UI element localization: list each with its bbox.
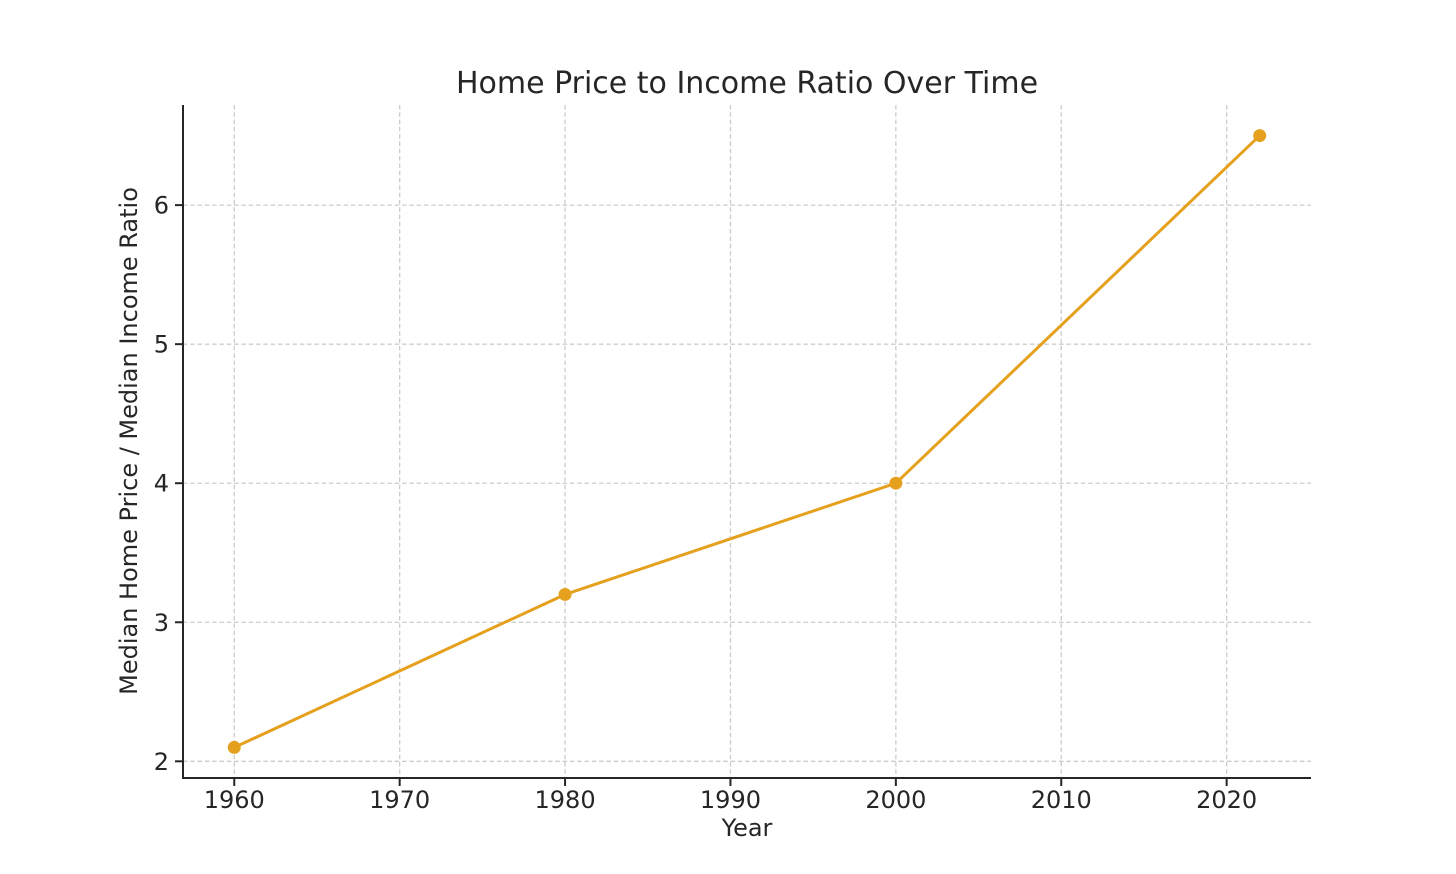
y-tick-label: 2 bbox=[154, 748, 169, 776]
x-tick-label: 1960 bbox=[204, 786, 265, 814]
series-line bbox=[232, 134, 1262, 749]
axis-layer: 1960 1970 1980 1990 2000 2010 2020 2 3 4 5 6 bbox=[154, 105, 1311, 814]
x-tick-label: 2000 bbox=[865, 786, 926, 814]
data-point bbox=[1253, 129, 1267, 143]
data-point bbox=[227, 740, 241, 754]
y-tick-label: 5 bbox=[154, 331, 169, 359]
x-tick-label: 1970 bbox=[369, 786, 430, 814]
data-point bbox=[558, 587, 572, 601]
x-axis-label: Year bbox=[721, 814, 773, 842]
data-point bbox=[889, 476, 903, 490]
chart-title: Home Price to Income Ratio Over Time bbox=[456, 66, 1038, 101]
grid-layer bbox=[183, 105, 1311, 778]
x-tick-label: 2020 bbox=[1196, 786, 1257, 814]
x-tick-label: 1980 bbox=[535, 786, 596, 814]
y-tick-label: 3 bbox=[154, 609, 169, 637]
y-tick-label: 4 bbox=[154, 470, 169, 498]
y-axis-label: Median Home Price / Median Income Ratio bbox=[115, 187, 143, 695]
x-tick-label: 1990 bbox=[700, 786, 761, 814]
y-tick-label: 6 bbox=[154, 192, 169, 220]
data-series bbox=[227, 129, 1267, 754]
x-tick-label: 2010 bbox=[1031, 786, 1092, 814]
